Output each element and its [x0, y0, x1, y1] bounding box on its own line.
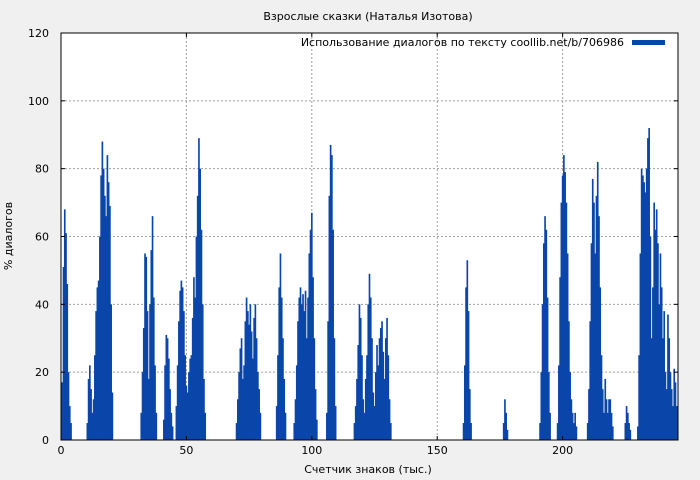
data-bar — [630, 430, 632, 440]
data-bar — [70, 423, 72, 440]
y-tick-label: 60 — [35, 231, 49, 244]
data-bar — [112, 393, 114, 440]
x-tick-label: 0 — [58, 444, 65, 457]
data-bar — [285, 413, 287, 440]
x-tick-label: 50 — [179, 444, 193, 457]
legend-swatch — [632, 40, 665, 45]
x-tick-label: 200 — [552, 444, 573, 457]
data-bar — [172, 426, 174, 440]
data-bar — [576, 426, 578, 440]
x-tick-label: 100 — [301, 444, 322, 457]
data-bar — [204, 413, 206, 440]
data-bar — [676, 406, 678, 440]
data-bar — [335, 406, 337, 440]
data-bar — [390, 423, 392, 440]
chart-title: Взрослые сказки (Наталья Изотова) — [263, 10, 472, 23]
legend-label: Использование диалогов по тексту coollib… — [301, 36, 624, 49]
y-tick-label: 20 — [35, 366, 49, 379]
legend: Использование диалогов по тексту coollib… — [301, 36, 665, 49]
data-bar — [470, 423, 472, 440]
y-tick-label: 0 — [42, 434, 49, 447]
data-bar — [612, 426, 614, 440]
y-tick-label: 80 — [35, 163, 49, 176]
y-tick-label: 40 — [35, 298, 49, 311]
x-tick-label: 150 — [427, 444, 448, 457]
data-bar — [316, 420, 318, 440]
data-bar — [507, 430, 509, 440]
y-axis-label: % диалогов — [2, 202, 15, 270]
y-tick-label: 100 — [28, 95, 49, 108]
y-tick-label: 120 — [28, 27, 49, 40]
data-bar — [155, 413, 157, 440]
data-bar — [260, 413, 262, 440]
x-axis-label: Счетчик знаков (тыс.) — [304, 463, 432, 476]
data-bar — [549, 413, 551, 440]
